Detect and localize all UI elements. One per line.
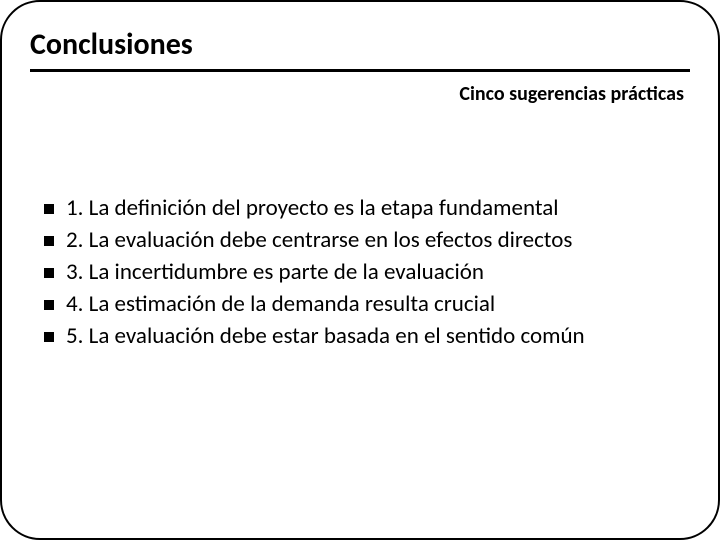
- square-bullet-icon: [44, 300, 54, 310]
- page-subtitle: Cinco sugerencias prácticas: [30, 82, 690, 106]
- list-item: 5. La evaluación debe estar basada en el…: [44, 322, 690, 352]
- list-item: 2. La evaluación debe centrarse en los e…: [44, 226, 690, 256]
- list-item-text: 4. La estimación de la demanda resulta c…: [66, 290, 495, 320]
- square-bullet-icon: [44, 204, 54, 214]
- list-item-text: 1. La definición del proyecto es la etap…: [66, 194, 559, 224]
- slide-frame: Conclusiones Cinco sugerencias prácticas…: [0, 0, 720, 540]
- list-item: 1. La definición del proyecto es la etap…: [44, 194, 690, 224]
- list-item-text: 5. La evaluación debe estar basada en el…: [66, 322, 585, 352]
- square-bullet-icon: [44, 268, 54, 278]
- list-item-text: 3. La incertidumbre es parte de la evalu…: [66, 258, 484, 288]
- list-item: 4. La estimación de la demanda resulta c…: [44, 290, 690, 320]
- square-bullet-icon: [44, 236, 54, 246]
- list-item-text: 2. La evaluación debe centrarse en los e…: [66, 226, 572, 256]
- title-block: Conclusiones: [30, 26, 690, 72]
- square-bullet-icon: [44, 332, 54, 342]
- bullet-list: 1. La definición del proyecto es la etap…: [30, 194, 690, 351]
- list-item: 3. La incertidumbre es parte de la evalu…: [44, 258, 690, 288]
- page-title: Conclusiones: [30, 26, 690, 63]
